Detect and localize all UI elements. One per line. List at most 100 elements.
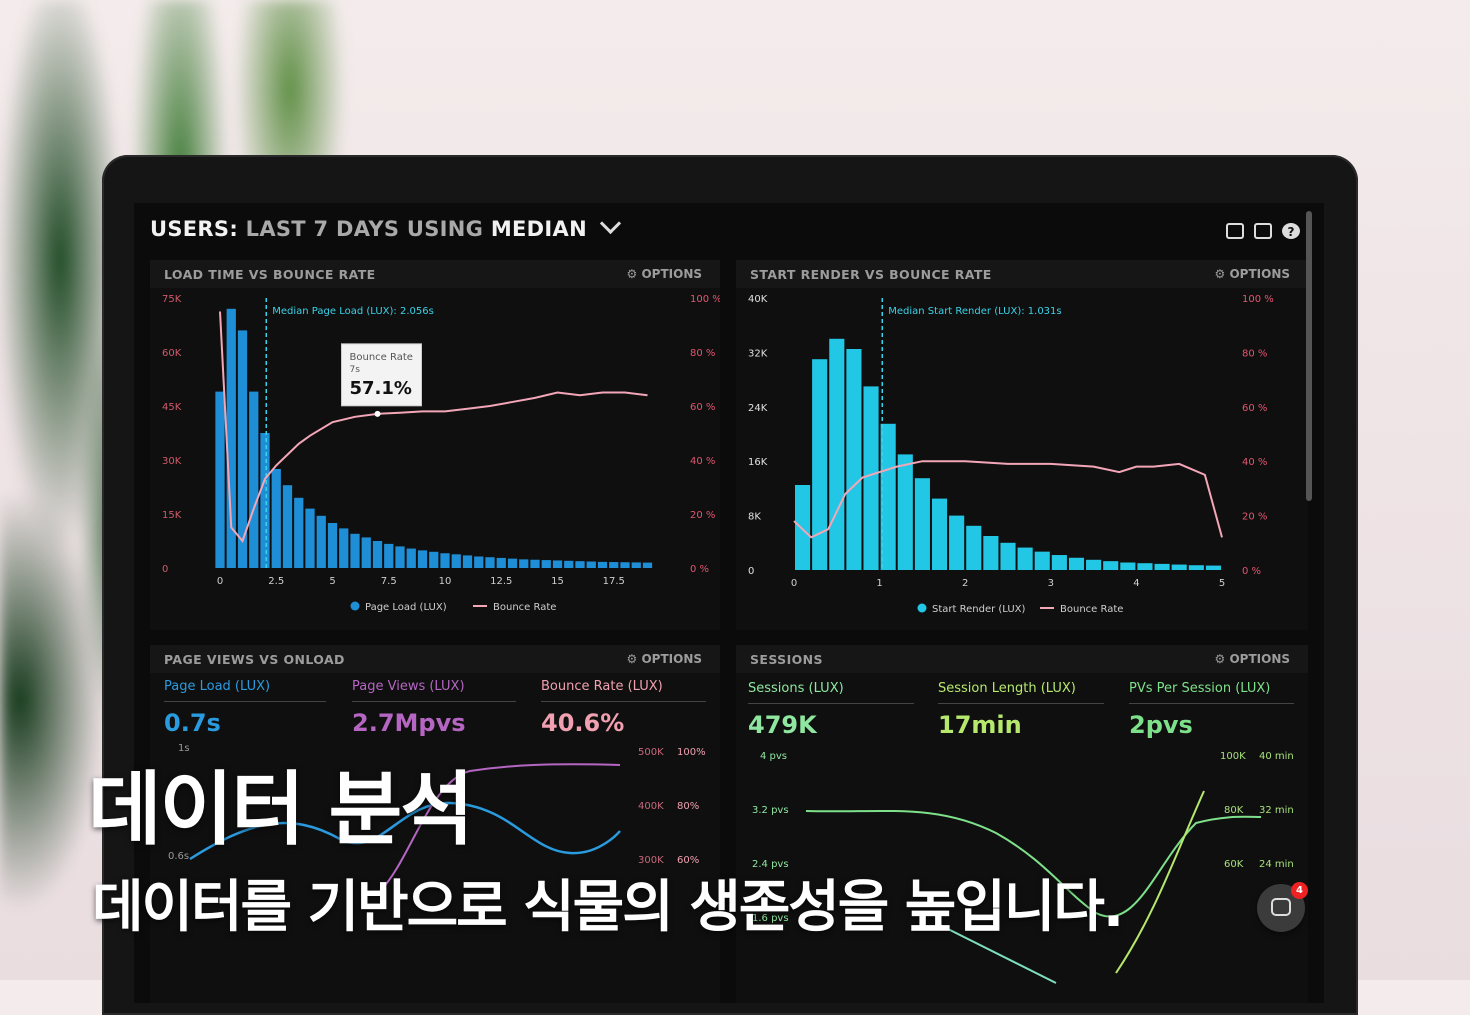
page-views-chart: 1s 0.6s 500K 400K 300K 100% 80% 60% — [168, 743, 706, 892]
y-tick: 32K — [748, 348, 768, 359]
chart-bar — [1103, 561, 1119, 570]
y-right-tick: 100 % — [1242, 294, 1274, 305]
options-button[interactable]: ⚙ OPTIONS — [1214, 652, 1290, 666]
options-button[interactable]: ⚙ OPTIONS — [1214, 267, 1290, 281]
y-right-tick: 40 % — [690, 456, 715, 467]
chart-bar — [812, 359, 828, 570]
chart-bar — [1120, 562, 1136, 570]
x-tick: 0 — [791, 578, 797, 589]
chart-bar — [541, 560, 551, 568]
scrollbar[interactable] — [1306, 211, 1312, 501]
x-tick: 5 — [1219, 578, 1225, 589]
bounce-rate-line — [219, 311, 648, 543]
y-right2-tick: 100% — [677, 747, 706, 758]
y-right-tick: 100K — [1220, 751, 1246, 762]
y-right2-tick: 32 min — [1259, 805, 1294, 816]
chart-bar — [1154, 563, 1170, 570]
chart-bar — [552, 560, 563, 568]
share-icon[interactable] — [1254, 223, 1272, 239]
metric-value-session-length: 17min — [938, 711, 1022, 739]
chart-bar — [507, 558, 518, 568]
panel-header: PAGE VIEWS VS ONLOAD ⚙ OPTIONS — [150, 645, 720, 673]
y-right-tick: 400K — [638, 801, 664, 812]
dashboard-screen: USERS: LAST 7 DAYS USING MEDIAN ? LOAD T… — [134, 203, 1324, 1003]
metric-divider — [1129, 703, 1294, 704]
options-button[interactable]: ⚙ OPTIONS — [626, 267, 702, 281]
y-right2-tick: 80% — [677, 801, 699, 812]
metric-label-session-length: Session Length (LUX) — [938, 681, 1076, 696]
y-tick: 24K — [748, 403, 768, 414]
overlay-subtitle: 데이터를 기반으로 식물의 생존성을 높입니다. — [92, 875, 1124, 940]
y-right-tick: 40 % — [1242, 457, 1267, 468]
overlay-title: 데이터 분석 — [88, 763, 474, 856]
chart-bar — [1034, 551, 1050, 570]
chart-bar — [361, 537, 371, 568]
help-icon[interactable]: ? — [1282, 223, 1300, 239]
chart-bar — [519, 559, 529, 568]
chart-bar — [631, 562, 641, 568]
chart-bar — [440, 553, 450, 568]
users-label: USERS: — [150, 217, 239, 241]
dashboard-filter-title[interactable]: USERS: LAST 7 DAYS USING MEDIAN — [150, 212, 621, 241]
chart-bar — [897, 454, 913, 570]
panel-title: PAGE VIEWS VS ONLOAD — [164, 652, 345, 667]
chart-bar — [597, 561, 608, 568]
legend-line-label: Bounce Rate — [1060, 604, 1123, 615]
chart-bar — [914, 478, 930, 570]
x-tick: 10 — [439, 576, 452, 587]
x-tick: 1 — [876, 578, 882, 589]
y-right-tick: 80K — [1224, 805, 1244, 816]
y-right-tick: 60K — [1224, 859, 1244, 870]
chart-bar — [863, 386, 879, 570]
y-right-tick: 0 % — [690, 564, 709, 575]
y-right-tick: 80 % — [690, 348, 715, 359]
chart-bar — [485, 557, 495, 568]
chart-bar — [1086, 559, 1102, 570]
chart-bar — [237, 330, 248, 568]
tooltip-subtitle: 7s — [350, 365, 361, 375]
chart-bar — [406, 548, 416, 568]
legend-line-label: Bounce Rate — [493, 602, 556, 613]
chart-bar — [260, 433, 270, 568]
metric-label-bounce-rate: Bounce Rate (LUX) — [541, 679, 663, 694]
chart-bar — [271, 469, 281, 568]
chart-bar — [215, 391, 225, 568]
start-render-chart: 40K 32K 24K 16K 8K 0 100 % 80 % 60 % 40 % 20 % 0 % 0… — [748, 294, 1274, 615]
metric-value-sessions: 479K — [748, 711, 817, 739]
metric-divider — [164, 701, 326, 702]
sessions-panel: SESSIONS ⚙ OPTIONS Sessions (LUX) 479K S… — [736, 645, 1308, 1003]
y-tick: 3.2 pvs — [752, 805, 789, 816]
metric-label-page-load: Page Load (LUX) — [164, 679, 271, 694]
y-right-tick: 500K — [638, 747, 664, 758]
chevron-down-icon[interactable] — [599, 212, 621, 235]
chart-bar — [451, 554, 461, 568]
chart-bar — [586, 561, 596, 568]
options-button[interactable]: ⚙ OPTIONS — [626, 652, 702, 666]
median-label: Median Start Render (LUX): 1.031s — [888, 306, 1061, 317]
load-time-panel: LOAD TIME VS BOUNCE RATE ⚙ OPTIONS 75K 60… — [150, 260, 720, 630]
y-tick: 0 — [162, 564, 168, 575]
bounce-rate-line — [793, 460, 1223, 539]
chart-bar — [846, 349, 862, 570]
chart-bar — [620, 562, 630, 568]
tooltip-point — [374, 410, 381, 417]
y-tick: 2.4 pvs — [752, 859, 789, 870]
panel-title: SESSIONS — [750, 652, 823, 667]
y-tick: 30K — [162, 456, 182, 467]
panel-title: LOAD TIME VS BOUNCE RATE — [164, 267, 376, 282]
y-right-tick: 20 % — [1242, 512, 1267, 523]
chart-bar — [795, 485, 811, 570]
chart-bar — [327, 523, 338, 568]
panel-header: SESSIONS ⚙ OPTIONS — [736, 645, 1308, 673]
metric-value-page-views: 2.7Mpvs — [352, 709, 466, 737]
page-views-panel: PAGE VIEWS VS ONLOAD ⚙ OPTIONS Page Load… — [150, 645, 720, 1003]
tooltip-box — [341, 343, 422, 407]
chart-bar — [1171, 564, 1187, 570]
monitor-icon[interactable] — [1226, 223, 1244, 239]
metric-divider — [352, 701, 516, 702]
panel-header: START RENDER VS BOUNCE RATE ⚙ OPTIONS — [736, 260, 1308, 288]
y-tick: 1.6 pvs — [752, 913, 789, 924]
chart-bar — [294, 497, 304, 568]
y-tick: 1s — [178, 743, 190, 754]
chart-bar — [372, 541, 383, 568]
